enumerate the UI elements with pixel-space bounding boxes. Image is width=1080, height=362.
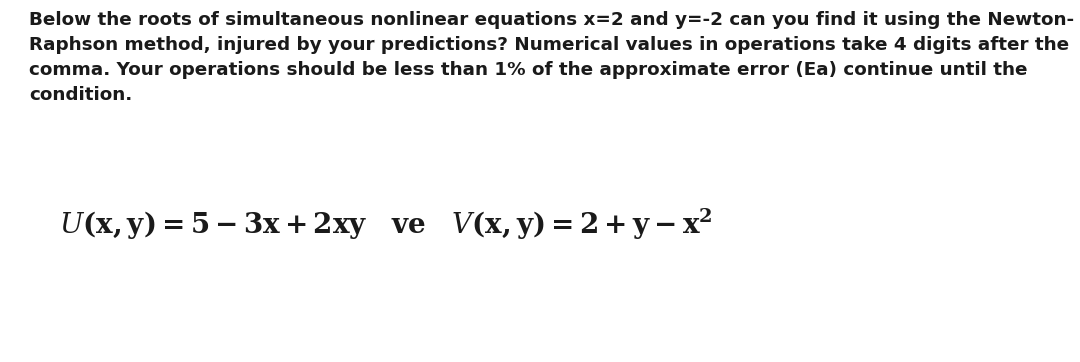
Text: $\bf{\mathit{U}(x,y) = 5 - 3x + 2xy}$   $\bf{ve}$   $\bf{\mathit{V}(x,y) = 2 + y: $\bf{\mathit{U}(x,y) = 5 - 3x + 2xy}$ $\… [59,207,713,242]
Text: Below the roots of simultaneous nonlinear equations x=2 and y=-2 can you find it: Below the roots of simultaneous nonlinea… [29,11,1075,104]
